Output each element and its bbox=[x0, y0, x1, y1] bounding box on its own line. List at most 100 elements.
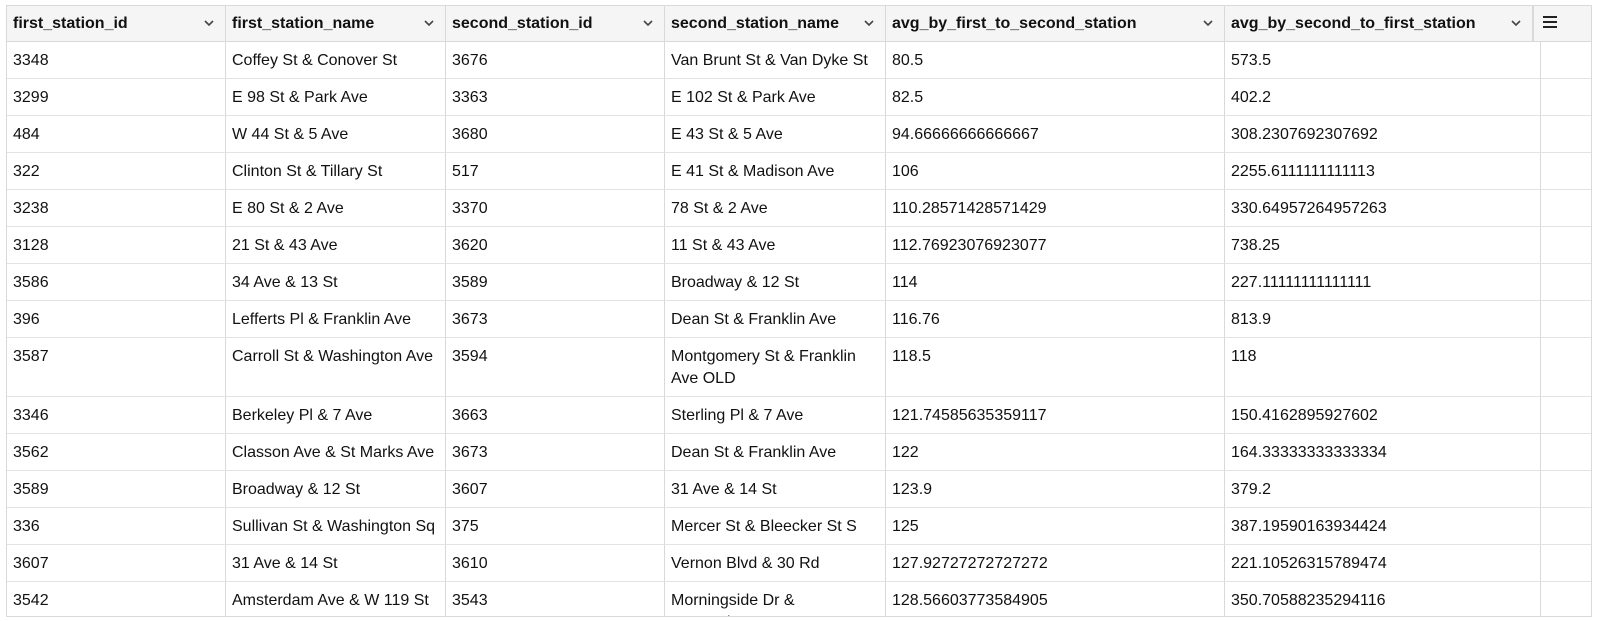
cell-first-station-name[interactable]: Coffey St & Conover St bbox=[226, 42, 446, 78]
cell-avg-second-to-first[interactable]: 164.33333333333334 bbox=[1225, 434, 1541, 470]
cell-avg-first-to-second[interactable]: 121.74585635359117 bbox=[886, 397, 1225, 433]
cell-second-station-id[interactable]: 3680 bbox=[446, 116, 665, 152]
table-row[interactable]: 484 W 44 St & 5 Ave 3680 E 43 St & 5 Ave 94.… bbox=[7, 116, 1591, 153]
cell-second-station-id[interactable]: 3543 bbox=[446, 582, 665, 616]
cell-second-station-id[interactable]: 3370 bbox=[446, 190, 665, 226]
cell-first-station-name[interactable]: Clinton St & Tillary St bbox=[226, 153, 446, 189]
cell-first-station-id[interactable]: 336 bbox=[7, 508, 226, 544]
cell-second-station-name[interactable]: 78 St & 2 Ave bbox=[665, 190, 886, 226]
table-row[interactable]: 3586 34 Ave & 13 St 3589 Broadway & 12 St 11… bbox=[7, 264, 1591, 301]
cell-first-station-name[interactable]: Carroll St & Washington Ave bbox=[226, 338, 446, 396]
cell-avg-second-to-first[interactable]: 573.5 bbox=[1225, 42, 1541, 78]
cell-avg-first-to-second[interactable]: 114 bbox=[886, 264, 1225, 300]
column-header-avg-first-to-second[interactable]: avg_by_first_to_second_station bbox=[886, 6, 1225, 41]
cell-first-station-name[interactable]: 34 Ave & 13 St bbox=[226, 264, 446, 300]
cell-avg-second-to-first[interactable]: 350.70588235294116 bbox=[1225, 582, 1541, 616]
cell-first-station-id[interactable]: 3562 bbox=[7, 434, 226, 470]
table-row[interactable]: 3238 E 80 St & 2 Ave 3370 78 St & 2 Ave 110.… bbox=[7, 190, 1591, 227]
cell-avg-second-to-first[interactable]: 2255.6111111111113 bbox=[1225, 153, 1541, 189]
cell-second-station-name[interactable]: E 41 St & Madison Ave bbox=[665, 153, 886, 189]
cell-avg-second-to-first[interactable]: 379.2 bbox=[1225, 471, 1541, 507]
cell-avg-second-to-first[interactable]: 738.25 bbox=[1225, 227, 1541, 263]
cell-second-station-name[interactable]: Dean St & Franklin Ave bbox=[665, 301, 886, 337]
cell-second-station-name[interactable]: E 43 St & 5 Ave bbox=[665, 116, 886, 152]
column-header-second-station-id[interactable]: second_station_id bbox=[446, 6, 665, 41]
cell-first-station-id[interactable]: 3587 bbox=[7, 338, 226, 396]
cell-avg-second-to-first[interactable]: 330.64957264957263 bbox=[1225, 190, 1541, 226]
chevron-down-icon[interactable] bbox=[863, 17, 875, 29]
cell-avg-first-to-second[interactable]: 94.66666666666667 bbox=[886, 116, 1225, 152]
cell-avg-second-to-first[interactable]: 150.4162895927602 bbox=[1225, 397, 1541, 433]
cell-avg-second-to-first[interactable]: 402.2 bbox=[1225, 79, 1541, 115]
cell-avg-second-to-first[interactable]: 308.2307692307692 bbox=[1225, 116, 1541, 152]
cell-second-station-id[interactable]: 3676 bbox=[446, 42, 665, 78]
hamburger-menu-icon[interactable] bbox=[1542, 15, 1557, 33]
cell-avg-second-to-first[interactable]: 227.11111111111111 bbox=[1225, 264, 1541, 300]
table-row[interactable]: 3589 Broadway & 12 St 3607 31 Ave & 14 St 12… bbox=[7, 471, 1591, 508]
cell-first-station-id[interactable]: 3128 bbox=[7, 227, 226, 263]
cell-first-station-id[interactable]: 3586 bbox=[7, 264, 226, 300]
cell-avg-second-to-first[interactable]: 221.10526315789474 bbox=[1225, 545, 1541, 581]
cell-avg-first-to-second[interactable]: 128.56603773584905 bbox=[886, 582, 1225, 616]
cell-first-station-id[interactable]: 322 bbox=[7, 153, 226, 189]
cell-avg-first-to-second[interactable]: 110.28571428571429 bbox=[886, 190, 1225, 226]
cell-first-station-name[interactable]: W 44 St & 5 Ave bbox=[226, 116, 446, 152]
table-row[interactable]: 322 Clinton St & Tillary St 517 E 41 St & M… bbox=[7, 153, 1591, 190]
cell-first-station-name[interactable]: 21 St & 43 Ave bbox=[226, 227, 446, 263]
cell-avg-second-to-first[interactable]: 118 bbox=[1225, 338, 1541, 396]
cell-avg-first-to-second[interactable]: 116.76 bbox=[886, 301, 1225, 337]
cell-second-station-name[interactable]: 31 Ave & 14 St bbox=[665, 471, 886, 507]
cell-second-station-name[interactable]: Dean St & Franklin Ave bbox=[665, 434, 886, 470]
cell-avg-first-to-second[interactable]: 125 bbox=[886, 508, 1225, 544]
table-row[interactable]: 3542 Amsterdam Ave & W 119 St 3543 Mornings… bbox=[7, 582, 1591, 616]
cell-second-station-id[interactable]: 375 bbox=[446, 508, 665, 544]
column-header-first-station-id[interactable]: first_station_id bbox=[7, 6, 226, 41]
table-row[interactable]: 3607 31 Ave & 14 St 3610 Vernon Blvd & 30 R… bbox=[7, 545, 1591, 582]
table-row[interactable]: 3348 Coffey St & Conover St 3676 Van Brunt … bbox=[7, 42, 1591, 79]
cell-first-station-id[interactable]: 484 bbox=[7, 116, 226, 152]
cell-second-station-id[interactable]: 3363 bbox=[446, 79, 665, 115]
cell-second-station-id[interactable]: 3673 bbox=[446, 301, 665, 337]
cell-first-station-name[interactable]: Lefferts Pl & Franklin Ave bbox=[226, 301, 446, 337]
cell-first-station-name[interactable]: Broadway & 12 St bbox=[226, 471, 446, 507]
cell-second-station-name[interactable]: E 102 St & Park Ave bbox=[665, 79, 886, 115]
chevron-down-icon[interactable] bbox=[423, 17, 435, 29]
cell-first-station-id[interactable]: 3607 bbox=[7, 545, 226, 581]
cell-first-station-name[interactable]: E 98 St & Park Ave bbox=[226, 79, 446, 115]
cell-first-station-id[interactable]: 3299 bbox=[7, 79, 226, 115]
cell-avg-first-to-second[interactable]: 112.76923076923077 bbox=[886, 227, 1225, 263]
cell-first-station-name[interactable]: Berkeley Pl & 7 Ave bbox=[226, 397, 446, 433]
table-row[interactable]: 3299 E 98 St & Park Ave 3363 E 102 St & Par… bbox=[7, 79, 1591, 116]
chevron-down-icon[interactable] bbox=[642, 17, 654, 29]
cell-second-station-name[interactable]: Broadway & 12 St bbox=[665, 264, 886, 300]
cell-second-station-name[interactable]: Montgomery St & Franklin Ave OLD bbox=[665, 338, 886, 396]
column-header-avg-second-to-first[interactable]: avg_by_second_to_first_station bbox=[1225, 6, 1533, 41]
cell-first-station-id[interactable]: 3346 bbox=[7, 397, 226, 433]
cell-first-station-name[interactable]: 31 Ave & 14 St bbox=[226, 545, 446, 581]
cell-second-station-id[interactable]: 3620 bbox=[446, 227, 665, 263]
cell-second-station-id[interactable]: 3673 bbox=[446, 434, 665, 470]
cell-avg-first-to-second[interactable]: 123.9 bbox=[886, 471, 1225, 507]
cell-second-station-id[interactable]: 3589 bbox=[446, 264, 665, 300]
cell-avg-first-to-second[interactable]: 122 bbox=[886, 434, 1225, 470]
column-header-second-station-name[interactable]: second_station_name bbox=[665, 6, 886, 41]
cell-avg-first-to-second[interactable]: 118.5 bbox=[886, 338, 1225, 396]
cell-second-station-name[interactable]: Vernon Blvd & 30 Rd bbox=[665, 545, 886, 581]
cell-first-station-id[interactable]: 3238 bbox=[7, 190, 226, 226]
cell-first-station-id[interactable]: 3348 bbox=[7, 42, 226, 78]
table-row[interactable]: 336 Sullivan St & Washington Sq 375 Mercer … bbox=[7, 508, 1591, 545]
cell-avg-first-to-second[interactable]: 80.5 bbox=[886, 42, 1225, 78]
table-row[interactable]: 396 Lefferts Pl & Franklin Ave 3673 Dean St… bbox=[7, 301, 1591, 338]
chevron-down-icon[interactable] bbox=[1202, 17, 1214, 29]
cell-first-station-name[interactable]: E 80 St & 2 Ave bbox=[226, 190, 446, 226]
table-row[interactable]: 3346 Berkeley Pl & 7 Ave 3663 Sterling Pl &… bbox=[7, 397, 1591, 434]
cell-avg-first-to-second[interactable]: 127.92727272727272 bbox=[886, 545, 1225, 581]
cell-second-station-id[interactable]: 3607 bbox=[446, 471, 665, 507]
cell-first-station-name[interactable]: Amsterdam Ave & W 119 St bbox=[226, 582, 446, 616]
column-header-first-station-name[interactable]: first_station_name bbox=[226, 6, 446, 41]
cell-first-station-id[interactable]: 3542 bbox=[7, 582, 226, 616]
table-row[interactable]: 3587 Carroll St & Washington Ave 3594 Montg… bbox=[7, 338, 1591, 397]
table-row[interactable]: 3128 21 St & 43 Ave 3620 11 St & 43 Ave 112.… bbox=[7, 227, 1591, 264]
cell-second-station-name[interactable]: 11 St & 43 Ave bbox=[665, 227, 886, 263]
table-row[interactable]: 3562 Classon Ave & St Marks Ave 3673 Dean S… bbox=[7, 434, 1591, 471]
